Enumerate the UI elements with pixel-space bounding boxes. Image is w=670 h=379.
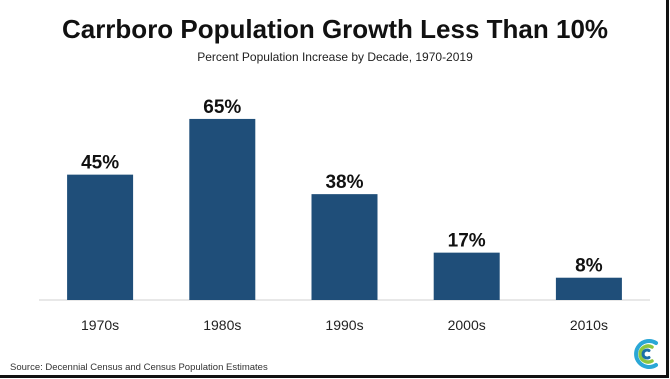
x-tick-label-1970s: 1970s: [81, 317, 119, 333]
chart-subtitle: Percent Population Increase by Decade, 1…: [197, 50, 473, 64]
data-label-1980s: 65%: [203, 97, 241, 118]
chart-title: Carrboro Population Growth Less Than 10%: [61, 14, 609, 44]
source-note: Source: Decennial Census and Census Popu…: [10, 362, 268, 373]
x-tick-label-2010s: 2010s: [570, 317, 608, 333]
bar-1970s: [67, 174, 134, 300]
x-tick-label-2000s: 2000s: [448, 317, 486, 333]
data-label-2000s: 17%: [448, 231, 486, 252]
bar-2000s: [433, 252, 500, 300]
x-tick-label-1980s: 1980s: [203, 317, 241, 333]
bar-2010s: [555, 277, 622, 300]
data-label-1990s: 38%: [325, 172, 363, 193]
data-label-1970s: 45%: [81, 153, 119, 174]
data-label-2010s: 8%: [575, 256, 603, 277]
bar-1980s: [189, 118, 256, 300]
concentric-c-logo-icon: [634, 339, 658, 369]
bar-1990s: [311, 194, 378, 300]
x-tick-label-1990s: 1990s: [325, 317, 363, 333]
bar-series: 45% 1970s 65% 1980s 38% 1990s 17% 2000s 8% 2010s: [67, 97, 622, 333]
